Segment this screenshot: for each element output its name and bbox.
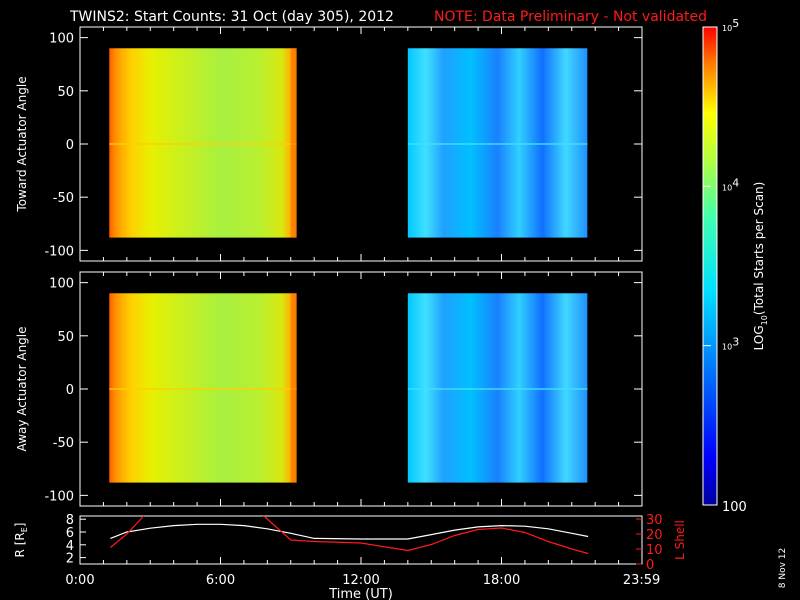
away-heatmap-panel: 100 50 0 -50 -100 Away Actuator Angle bbox=[15, 271, 643, 507]
block-edge-stripe bbox=[290, 293, 297, 483]
y-tick-label: 100 bbox=[49, 277, 74, 292]
generation-date: 8 Nov 12 bbox=[778, 548, 788, 588]
y-tick-label: -100 bbox=[44, 244, 74, 259]
y-tick-label: 100 bbox=[49, 32, 74, 47]
block-edge-stripe bbox=[290, 48, 297, 238]
lshell-tick-label: 10 bbox=[646, 543, 663, 558]
colorbar-tick-label: 100 bbox=[722, 500, 747, 515]
y-tick-label: 0 bbox=[66, 138, 74, 153]
colorbar-tick-label: 104 bbox=[722, 176, 739, 192]
y-tick-label: 50 bbox=[57, 330, 74, 345]
r-axis-label: R [RE] bbox=[13, 523, 29, 558]
r-series-line bbox=[110, 523, 589, 540]
x-tick-label: 0:00 bbox=[65, 573, 94, 588]
panel-frame bbox=[79, 515, 643, 565]
y-tick-label: 0 bbox=[66, 383, 74, 398]
colorbar-label: LOG10(Total Starts per Scan) bbox=[752, 182, 769, 351]
x-tick-label: 18:00 bbox=[483, 573, 520, 588]
r-tick-label: 4 bbox=[66, 539, 74, 554]
toward-heatmap-panel: 100 50 0 -50 -100 Toward Actuator Angle bbox=[15, 26, 643, 262]
toward-ylabel: Toward Actuator Angle bbox=[15, 76, 29, 212]
x-tick-label: 12:00 bbox=[342, 573, 379, 588]
lshell-axis-label: L Shell bbox=[673, 520, 687, 560]
y-tick-label: 50 bbox=[57, 85, 74, 100]
away-ylabel: Away Actuator Angle bbox=[15, 326, 29, 451]
y-tick-label: -100 bbox=[44, 489, 74, 504]
x-tick-label: 23:59 bbox=[623, 573, 660, 588]
x-axis-label: Time (UT) bbox=[328, 587, 393, 600]
r-tick-label: 6 bbox=[66, 526, 74, 541]
x-tick-label: 6:00 bbox=[206, 573, 235, 588]
y-tick-label: -50 bbox=[53, 191, 74, 206]
colorbar-tick-label: 105 bbox=[722, 17, 739, 33]
lshell-tick-label: 20 bbox=[646, 528, 663, 543]
colorbar: 105 104 103 100 LOG10(Total Starts per Scan… bbox=[702, 17, 769, 515]
heatmap-block bbox=[109, 293, 297, 483]
heatmap-block bbox=[407, 48, 588, 238]
lshell-tick-label: 0 bbox=[646, 558, 654, 573]
r-tick-label: 8 bbox=[66, 513, 74, 528]
colorbar-tick-label: 103 bbox=[722, 336, 739, 352]
lshell-series-line bbox=[110, 516, 589, 555]
preliminary-note: NOTE: Data Preliminary - Not validated bbox=[434, 9, 707, 25]
r-tick-label: 2 bbox=[66, 552, 74, 567]
heatmap-block bbox=[109, 48, 297, 238]
lshell-tick-label: 30 bbox=[646, 513, 663, 528]
y-tick-label: -50 bbox=[53, 436, 74, 451]
colorbar-gradient bbox=[703, 27, 717, 505]
heatmap-block bbox=[407, 293, 588, 483]
chart-title: TWINS2: Start Counts: 31 Oct (day 305), … bbox=[69, 9, 394, 25]
